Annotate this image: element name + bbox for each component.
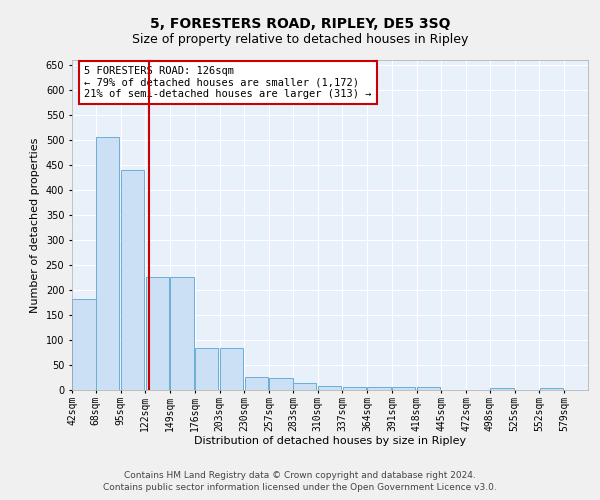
Text: Contains HM Land Registry data © Crown copyright and database right 2024.
Contai: Contains HM Land Registry data © Crown c… [103,471,497,492]
Bar [539,388,563,390]
Bar [343,386,366,390]
Bar [392,386,415,390]
X-axis label: Distribution of detached houses by size in Ripley: Distribution of detached houses by size … [194,436,466,446]
Bar [318,386,341,390]
Bar [367,387,391,390]
Bar [72,298,95,390]
Bar [293,383,316,390]
Bar [269,378,293,390]
Bar [170,277,194,390]
Bar [220,348,243,390]
Bar [146,277,169,390]
Bar [121,170,144,390]
Bar [195,348,218,390]
Bar [96,136,119,390]
Text: 5 FORESTERS ROAD: 126sqm
← 79% of detached houses are smaller (1,172)
21% of sem: 5 FORESTERS ROAD: 126sqm ← 79% of detach… [84,66,371,99]
Bar [417,386,440,390]
Bar [245,376,268,390]
Text: 5, FORESTERS ROAD, RIPLEY, DE5 3SQ: 5, FORESTERS ROAD, RIPLEY, DE5 3SQ [150,18,450,32]
Text: Size of property relative to detached houses in Ripley: Size of property relative to detached ho… [132,32,468,46]
Y-axis label: Number of detached properties: Number of detached properties [30,138,40,312]
Bar [490,388,514,390]
